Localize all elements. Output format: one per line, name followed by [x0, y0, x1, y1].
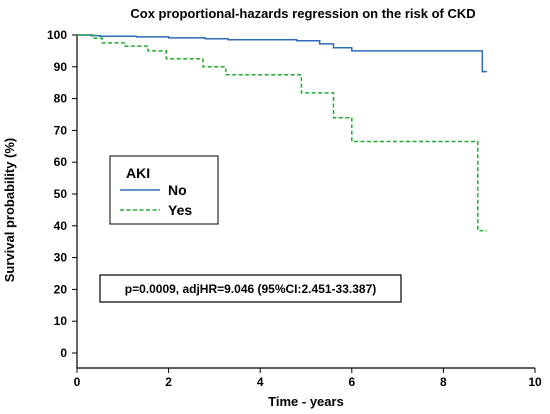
- series-group: [77, 34, 487, 232]
- y-tick-label: 0: [60, 346, 67, 360]
- x-tick-label: 8: [440, 375, 447, 389]
- x-tick-label: 6: [348, 375, 355, 389]
- y-tick-label: 20: [54, 282, 68, 296]
- legend: AKI No Yes: [109, 155, 219, 225]
- series-line-no: [77, 34, 487, 73]
- y-tick-label: 30: [54, 251, 68, 265]
- y-tick-label: 40: [54, 219, 68, 233]
- y-tick-label: 10: [54, 314, 68, 328]
- y-tick-label: 70: [54, 123, 68, 137]
- legend-title: AKI: [126, 165, 150, 181]
- x-tick-label: 4: [257, 375, 264, 389]
- x-tick-label: 2: [165, 375, 172, 389]
- legend-label-no: No: [168, 182, 187, 198]
- y-axis-label: Survival probability (%): [2, 138, 17, 282]
- stats-annotation-box: [99, 274, 402, 303]
- x-tick-label: 0: [74, 375, 81, 389]
- x-tick-label: 10: [528, 375, 542, 389]
- legend-label-yes: Yes: [168, 202, 192, 218]
- y-tick-label: 80: [54, 92, 68, 106]
- stats-annotation-text: p=0.0009, adjHR=9.046 (95%CI:2.451-33.38…: [125, 282, 376, 296]
- series-line-yes: [77, 34, 487, 232]
- stats-annotation: p=0.0009, adjHR=9.046 (95%CI:2.451-33.38…: [99, 274, 402, 303]
- y-tick-label: 100: [47, 28, 67, 42]
- plot-frame: [76, 35, 535, 369]
- y-tick-label: 60: [54, 155, 68, 169]
- y-tick-label: 50: [54, 187, 68, 201]
- y-tick-label: 90: [54, 60, 68, 74]
- chart-title: Cox proportional-hazards regression on t…: [130, 6, 475, 21]
- x-axis-label: Time - years: [268, 394, 344, 409]
